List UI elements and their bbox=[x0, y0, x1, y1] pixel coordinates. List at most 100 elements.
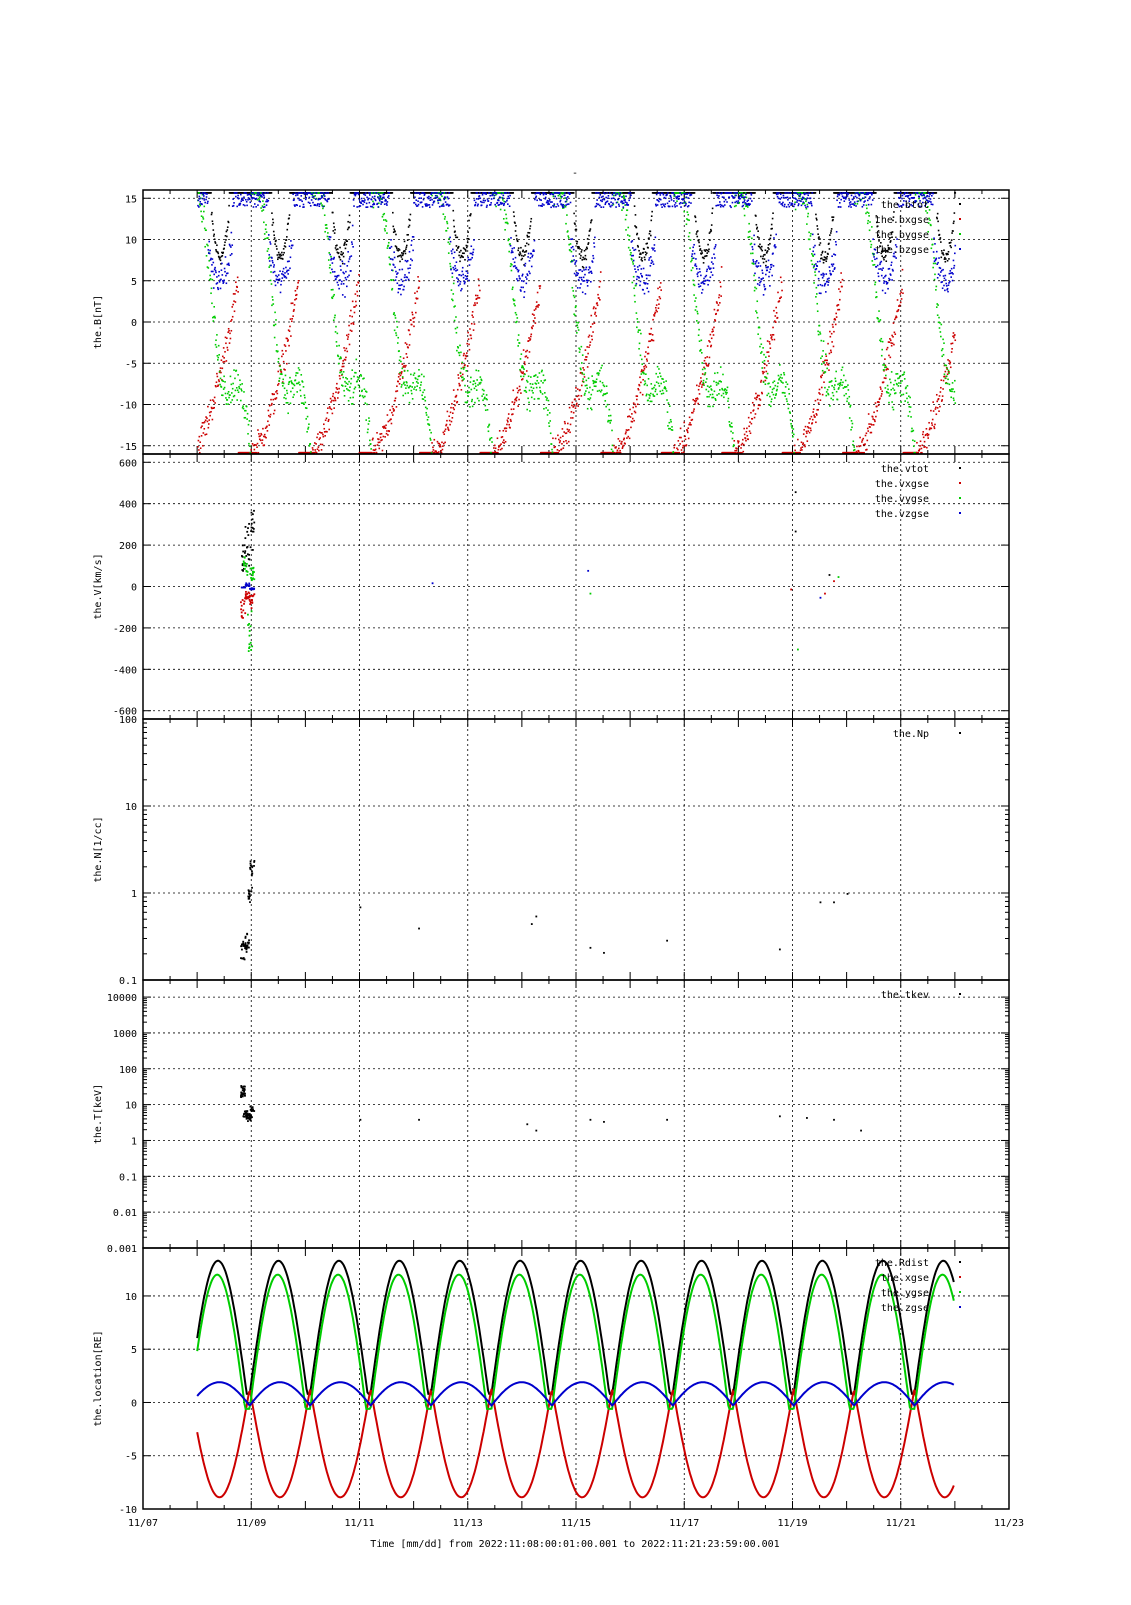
b-point bbox=[824, 359, 826, 362]
b-point bbox=[705, 363, 708, 365]
b-point bbox=[388, 419, 391, 422]
b-point bbox=[311, 194, 314, 197]
b-point bbox=[881, 255, 883, 258]
b-point bbox=[889, 356, 892, 359]
b-point bbox=[883, 377, 886, 379]
b-point bbox=[621, 440, 623, 443]
b-point bbox=[743, 214, 746, 217]
b-point bbox=[230, 329, 233, 332]
b-point bbox=[706, 249, 709, 252]
b-point bbox=[336, 248, 339, 250]
b-point bbox=[583, 249, 586, 252]
b-point bbox=[829, 232, 832, 234]
b-point bbox=[943, 375, 945, 378]
b-point bbox=[455, 331, 458, 334]
b-point bbox=[788, 388, 790, 390]
b-point bbox=[834, 380, 837, 382]
b-point bbox=[396, 249, 399, 251]
b-point bbox=[258, 435, 261, 438]
b-point bbox=[378, 441, 381, 444]
b-point bbox=[269, 279, 272, 282]
b-point bbox=[352, 396, 354, 399]
b-point bbox=[588, 334, 591, 337]
b-point bbox=[666, 411, 669, 413]
b-point bbox=[217, 252, 220, 255]
b-point bbox=[816, 398, 819, 401]
b-point bbox=[528, 351, 531, 353]
b-point bbox=[599, 280, 602, 283]
b-point bbox=[232, 303, 234, 306]
b-point bbox=[270, 192, 273, 194]
b-point bbox=[842, 381, 844, 384]
b-point bbox=[224, 392, 227, 395]
b-point bbox=[261, 205, 264, 207]
b-point bbox=[467, 231, 469, 233]
b-point bbox=[418, 280, 421, 283]
b-point bbox=[461, 361, 464, 364]
b-point bbox=[235, 387, 238, 389]
b-point bbox=[219, 383, 221, 386]
b-point bbox=[198, 192, 201, 194]
b-point bbox=[793, 451, 796, 454]
b-point bbox=[768, 248, 770, 250]
b-point bbox=[410, 392, 413, 395]
b-point bbox=[332, 392, 335, 395]
b-point bbox=[801, 449, 803, 451]
b-point bbox=[779, 297, 782, 299]
b-point bbox=[486, 398, 488, 401]
b-point bbox=[874, 420, 876, 423]
page-title: - bbox=[572, 168, 578, 179]
b-point bbox=[577, 247, 579, 250]
b-point bbox=[278, 253, 280, 256]
b-point bbox=[646, 352, 649, 355]
b-point bbox=[754, 413, 757, 415]
b-point bbox=[260, 432, 262, 435]
b-point bbox=[934, 408, 937, 410]
b-point bbox=[210, 192, 212, 194]
b-point bbox=[338, 387, 340, 390]
b-point bbox=[218, 380, 220, 383]
b-point bbox=[633, 294, 636, 297]
b-point bbox=[348, 226, 350, 229]
b-point bbox=[622, 444, 625, 447]
b-point bbox=[518, 398, 520, 401]
b-point bbox=[949, 366, 952, 369]
b-point bbox=[339, 246, 341, 249]
b-point bbox=[285, 337, 288, 340]
b-point bbox=[772, 393, 775, 396]
b-point bbox=[587, 336, 590, 338]
b-point bbox=[676, 200, 678, 202]
b-point bbox=[703, 359, 706, 362]
b-point bbox=[231, 306, 234, 308]
b-point bbox=[393, 409, 395, 411]
b-point bbox=[755, 392, 757, 395]
b-point bbox=[567, 440, 570, 443]
b-point bbox=[886, 367, 888, 370]
b-point bbox=[200, 210, 202, 213]
b-point bbox=[569, 431, 571, 434]
b-point bbox=[846, 400, 848, 403]
b-point bbox=[521, 254, 523, 257]
b-point bbox=[578, 351, 581, 353]
b-point bbox=[392, 408, 395, 410]
b-point bbox=[705, 388, 708, 391]
b-point bbox=[745, 196, 748, 199]
b-point bbox=[569, 249, 571, 252]
b-point bbox=[286, 389, 288, 392]
b-point bbox=[742, 450, 745, 453]
b-point bbox=[359, 394, 362, 397]
b-point bbox=[510, 263, 512, 265]
b-point bbox=[798, 192, 801, 194]
b-point bbox=[372, 200, 374, 203]
b-point bbox=[625, 229, 627, 231]
b-point bbox=[202, 444, 204, 447]
b-point bbox=[621, 447, 624, 450]
b-point bbox=[218, 354, 220, 356]
b-point bbox=[561, 442, 563, 445]
b-point bbox=[833, 388, 836, 391]
b-point bbox=[574, 223, 576, 225]
b-point bbox=[863, 192, 866, 194]
b-point bbox=[810, 259, 813, 262]
b-point bbox=[576, 245, 579, 248]
